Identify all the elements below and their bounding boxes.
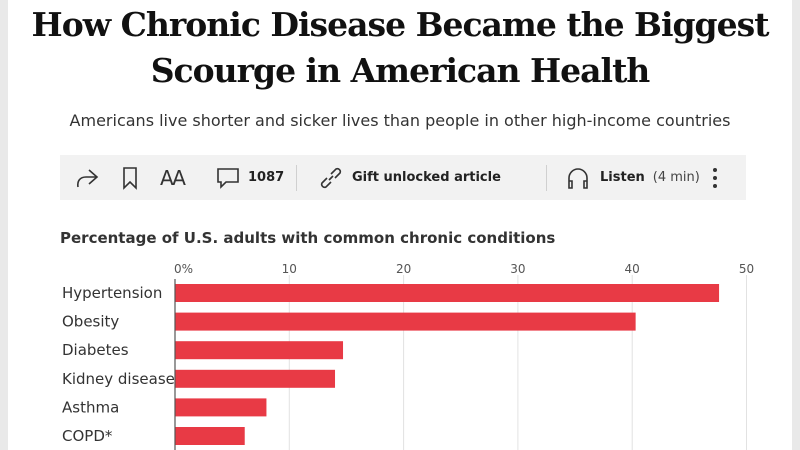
subheadline: Americans live shorter and sicker lives … bbox=[69, 111, 731, 130]
listen-button[interactable]: Listen (4 min) bbox=[566, 155, 700, 200]
category-label: Hypertension bbox=[62, 284, 162, 302]
x-tick-label: 20 bbox=[396, 262, 411, 276]
bar-diabetes bbox=[175, 341, 344, 360]
gift-label: Gift unlocked article bbox=[352, 170, 501, 185]
bookmark-button[interactable] bbox=[122, 155, 138, 200]
category-label: Kidney disease bbox=[62, 370, 175, 388]
category-label: COPD* bbox=[62, 427, 113, 445]
bar-copd- bbox=[175, 427, 245, 445]
more-icon bbox=[713, 167, 717, 188]
category-label: Obesity bbox=[62, 313, 119, 331]
listen-label: Listen bbox=[600, 170, 645, 185]
chart-title: Percentage of U.S. adults with common ch… bbox=[60, 229, 556, 247]
comments-button[interactable]: 1087 bbox=[216, 155, 284, 200]
divider bbox=[546, 165, 547, 191]
comment-icon bbox=[217, 167, 239, 189]
headline: How Chronic Disease Became the Biggest S… bbox=[8, 2, 792, 94]
headline-line-1: How Chronic Disease Became the Biggest bbox=[31, 5, 770, 44]
x-tick-label: 10 bbox=[282, 262, 297, 276]
x-tick-label: 30 bbox=[510, 262, 525, 276]
share-button[interactable] bbox=[74, 155, 100, 200]
bookmark-icon bbox=[123, 166, 137, 190]
bar-asthma bbox=[175, 398, 267, 417]
comment-count: 1087 bbox=[248, 170, 285, 185]
x-tick-label: 0% bbox=[174, 262, 193, 276]
text-size-button[interactable]: AA bbox=[160, 155, 186, 200]
bar-chart: 0% 10 20 30 40 50 Hypertension Obesity Diabetes K… bbox=[62, 262, 754, 450]
more-button[interactable] bbox=[710, 155, 720, 200]
divider bbox=[296, 165, 297, 191]
share-icon bbox=[77, 168, 99, 187]
x-tick-label: 40 bbox=[625, 262, 640, 276]
bar-kidney-disease bbox=[175, 369, 336, 388]
bar-hypertension bbox=[175, 284, 720, 302]
article-page: How Chronic Disease Became the Biggest S… bbox=[8, 0, 792, 450]
category-label: Diabetes bbox=[62, 341, 129, 359]
article-toolbar: AA 1087 Gift unlocked article Listen (4 … bbox=[60, 155, 746, 200]
headline-line-2: Scourge in American Health bbox=[150, 51, 651, 90]
link-icon bbox=[320, 167, 342, 188]
headphones-icon bbox=[568, 167, 588, 189]
gift-article-button[interactable]: Gift unlocked article bbox=[318, 155, 501, 200]
x-tick-label: 50 bbox=[739, 262, 754, 276]
category-label: Asthma bbox=[62, 398, 119, 416]
bar-obesity bbox=[175, 312, 636, 331]
listen-duration: (4 min) bbox=[652, 170, 700, 185]
text-size-icon: AA bbox=[160, 165, 186, 190]
